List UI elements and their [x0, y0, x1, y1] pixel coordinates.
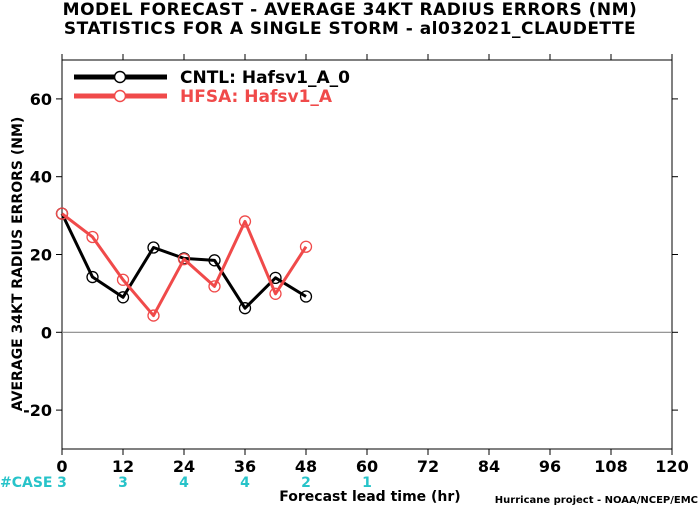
- y-tick-label: 40: [30, 168, 52, 187]
- y-axis-title: AVERAGE 34KT RADIUS ERRORS (NM): [10, 117, 26, 412]
- case-counts: 3 3 4 4 2 1: [57, 475, 372, 491]
- series-0-point: [116, 291, 130, 304]
- series-1-point: [299, 240, 313, 253]
- series-1-point: [208, 280, 221, 293]
- x-tick-label: 36: [234, 457, 256, 476]
- y-axis-ticks: -20 0 20 40 60: [23, 90, 678, 420]
- x-tick-label: 12: [112, 457, 134, 476]
- case-count: 4: [240, 475, 250, 491]
- y-tick-label: -20: [23, 401, 52, 420]
- y-tick-label: 0: [41, 323, 52, 342]
- case-count: 3: [57, 475, 67, 491]
- credit-text: Hurricane project - NOAA/NCEP/EMC: [495, 495, 698, 506]
- plot-frame: [61, 59, 673, 450]
- series-1-point: [147, 309, 160, 322]
- y-tick-label: 60: [30, 90, 52, 109]
- y-tick-label: 20: [30, 246, 52, 265]
- x-axis-title: Forecast lead time (hr): [279, 489, 460, 505]
- series-1-point: [86, 230, 99, 244]
- series-layer: [55, 207, 313, 322]
- series-0-point: [238, 302, 252, 315]
- x-tick-label: 48: [295, 457, 317, 476]
- series-0-point: [208, 254, 221, 267]
- x-tick-label: 84: [478, 457, 500, 476]
- chart-subtitle: STATISTICS FOR A SINGLE STORM - al032021…: [63, 19, 637, 39]
- series-1-point: [55, 207, 69, 220]
- x-tick-label: 60: [356, 457, 378, 476]
- legend-label: CNTL: Hafsv1_A_0: [180, 68, 350, 88]
- x-tick-label: 120: [655, 457, 688, 476]
- series-0-point: [86, 270, 99, 284]
- x-tick-label: 24: [173, 457, 195, 476]
- x-tick-label: 0: [56, 457, 67, 476]
- series-1-point: [177, 253, 191, 266]
- legend-marker: [113, 70, 127, 84]
- series-1-point: [269, 287, 282, 300]
- case-count: 3: [118, 475, 128, 491]
- x-axis-ticks: 0 12 24 36 48 60 72 84 96 108 120: [56, 54, 689, 476]
- series-1-point: [116, 273, 130, 286]
- x-tick-label: 72: [417, 457, 439, 476]
- case-count: 4: [179, 475, 189, 491]
- series-1-point: [238, 215, 252, 228]
- x-tick-label: 96: [539, 457, 561, 476]
- series-0-point: [147, 241, 160, 254]
- legend-marker: [113, 89, 127, 103]
- case-count: 2: [301, 475, 311, 491]
- series-line-1: [61, 212, 308, 318]
- series-0-point: [299, 290, 313, 303]
- chart-title: MODEL FORECAST - AVERAGE 34KT RADIUS ERR…: [62, 0, 638, 20]
- x-tick-label: 108: [594, 457, 627, 476]
- case-count: 1: [362, 475, 372, 491]
- case-label: #CASE: [0, 475, 53, 491]
- legend-label: HFSA: Hafsv1_A: [180, 87, 333, 107]
